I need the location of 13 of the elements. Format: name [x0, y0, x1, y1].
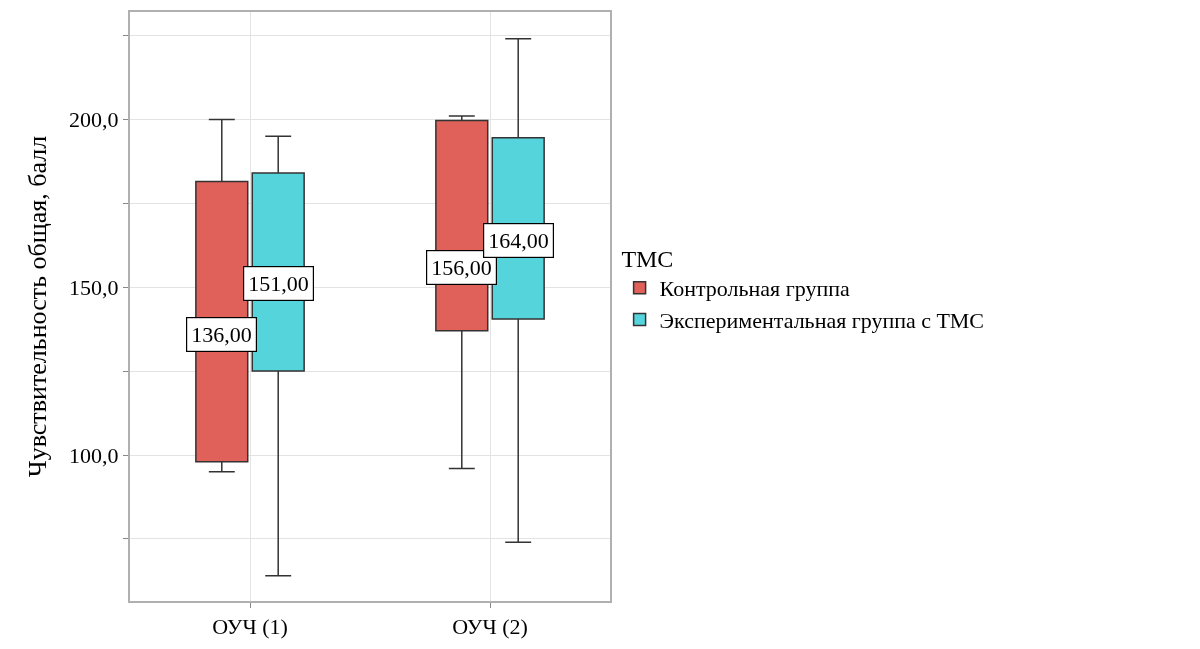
text: 164,00	[488, 228, 549, 254]
y-tick-label: 150,0	[69, 274, 119, 300]
y-axis-title: Чувствительность общая, балл	[23, 135, 52, 478]
legend-label: Экспериментальная группа с ТМС	[659, 308, 985, 333]
legend-label: Контрольная группа	[659, 276, 850, 302]
y-tick-label: 200,0	[69, 107, 119, 133]
y-tick-label: 100,0	[69, 442, 119, 468]
legend-title: ТМС	[621, 246, 674, 273]
x-tick-label: ОУЧ (1)	[212, 614, 288, 640]
text: 151,00	[248, 271, 309, 297]
text: 136,00	[191, 322, 252, 348]
x-tick-label: ОУЧ (2)	[452, 614, 528, 640]
text: 156,00	[431, 255, 492, 281]
